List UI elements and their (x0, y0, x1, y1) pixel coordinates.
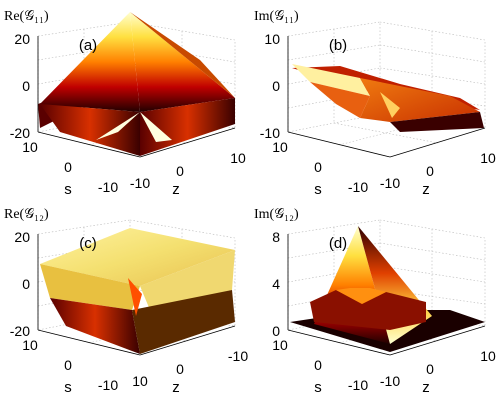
surface-plot (38, 12, 235, 156)
z-floor-axis-label: z (422, 181, 430, 198)
panel-label: (b) (329, 37, 347, 54)
surface-facet (130, 12, 235, 112)
grid-line (379, 67, 486, 85)
s-tick-label: 10 (22, 139, 38, 155)
z-tick-label: 0 (272, 78, 280, 94)
axis-box (287, 234, 486, 356)
z-tick-label: -20 (10, 125, 30, 141)
z-tick-label: 10 (264, 31, 280, 47)
z-floor-axis-line (139, 127, 236, 158)
z-floor-tick-label: 0 (426, 163, 434, 179)
surface-facet (40, 228, 235, 286)
z-floor-axis-line (389, 127, 486, 158)
z-tick-label: 20 (14, 229, 30, 245)
surface-plot (290, 226, 485, 352)
panel-label: (a) (79, 37, 97, 54)
z-floor-tick-label: 10 (230, 150, 246, 166)
z-tick-label: 0 (272, 323, 280, 339)
chart-title: Im(𝒢₁₁) (254, 9, 299, 24)
z-floor-tick-label: 0 (176, 361, 184, 377)
surface-facet (390, 112, 484, 132)
s-axis-line (287, 131, 391, 158)
s-tick-label: -10 (98, 377, 118, 393)
s-tick-label: -10 (98, 179, 118, 195)
surface-facet (310, 290, 426, 330)
z-floor-tick-label: 0 (176, 163, 184, 179)
z-floor-axis-label: z (172, 379, 180, 396)
s-axis-line (37, 329, 141, 356)
grid-line (287, 44, 381, 61)
z-floor-axis-line (389, 325, 486, 356)
surface-facet (50, 298, 140, 354)
panel-label: (d) (329, 235, 347, 252)
surface-facet (130, 12, 235, 98)
axis-box (37, 36, 236, 158)
surface-highlight (380, 92, 400, 118)
s-tick-label: 0 (314, 159, 322, 175)
surface-plot (292, 64, 484, 132)
surface-facet (132, 290, 235, 354)
z-tick-label: 8 (272, 229, 280, 245)
chart-title: Re(𝒢₁₁) (4, 9, 49, 24)
z-tick-label: 0 (22, 276, 30, 292)
chart-title: Re(𝒢₁₂) (4, 207, 49, 222)
chart-title: Im(𝒢₁₂) (254, 207, 299, 222)
z-floor-axis-line (139, 325, 236, 356)
surface-highlight (128, 278, 142, 316)
z-tick-label: -10 (260, 125, 280, 141)
s-axis-line (37, 131, 141, 158)
s-tick-label: 0 (64, 357, 72, 373)
axis-box (287, 36, 486, 158)
z-floor-tick-label: 10 (480, 150, 496, 166)
s-tick-label: 0 (64, 159, 72, 175)
surface-facet (140, 98, 235, 156)
surface-plot (40, 228, 235, 354)
s-tick-label: 10 (22, 337, 38, 353)
z-tick-label: -20 (10, 323, 30, 339)
s-axis-line (287, 329, 391, 356)
grid-line (379, 265, 486, 283)
s-tick-label: 10 (272, 139, 288, 155)
surface-facet (40, 12, 140, 112)
z-tick-label: 20 (14, 31, 30, 47)
panel-label: (c) (79, 235, 97, 252)
surface-highlight (140, 112, 172, 142)
grid-line (333, 122, 439, 144)
s-tick-label: 10 (272, 337, 288, 353)
s-axis-label: s (64, 379, 72, 396)
z-floor-tick-label: 0 (426, 361, 434, 377)
s-tick-label: 0 (314, 357, 322, 373)
z-floor-tick-label: -10 (380, 373, 400, 389)
grid-line (379, 242, 486, 261)
z-floor-tick-label: 10 (132, 373, 148, 389)
surface-facet (40, 104, 140, 156)
axis-box (37, 234, 236, 356)
surface-highlight (96, 112, 140, 140)
s-tick-label: -10 (348, 179, 368, 195)
grid-line (379, 44, 486, 63)
s-axis-label: s (314, 181, 322, 198)
s-axis-label: s (64, 181, 72, 198)
z-floor-axis-label: z (172, 181, 180, 198)
surface-facet (40, 264, 140, 310)
z-tick-label: 0 (22, 78, 30, 94)
surface-facet (310, 82, 370, 118)
surface-facet (292, 64, 370, 96)
z-floor-axis-label: z (422, 379, 430, 396)
z-tick-label: 4 (272, 276, 280, 292)
z-floor-tick-label: -10 (380, 175, 400, 191)
z-floor-tick-label: 10 (480, 348, 496, 364)
s-tick-label: -10 (348, 377, 368, 393)
surface-highlight (336, 288, 386, 304)
z-floor-tick-label: -10 (130, 175, 150, 191)
z-floor-tick-label: -10 (228, 348, 248, 364)
s-axis-label: s (314, 379, 322, 396)
